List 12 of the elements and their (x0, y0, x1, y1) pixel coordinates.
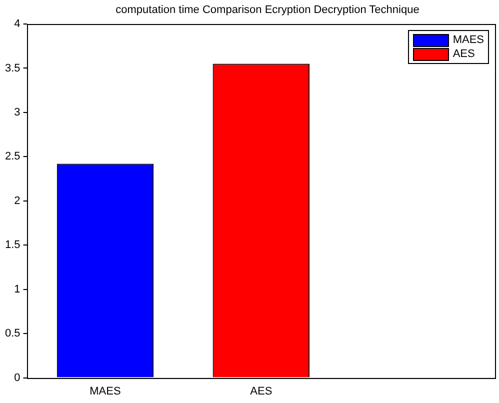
y-tick-label: 4 (14, 18, 20, 30)
y-tick-label: 2 (14, 194, 20, 207)
legend-label: AES (452, 47, 475, 61)
y-tick-label: 1.5 (4, 239, 20, 252)
y-tick-label: 3.5 (4, 62, 20, 74)
y-tick-label: 0 (14, 372, 20, 384)
y-tick-label: 2.5 (4, 150, 20, 163)
y-tick-label: 3 (14, 106, 20, 118)
legend-label: MAES (452, 33, 484, 47)
y-tick-label: 1 (14, 283, 20, 296)
y-tick-label: 0.5 (4, 328, 20, 340)
chart-title: computation time Comparison Ecryption Decryption Technique (114, 4, 420, 16)
